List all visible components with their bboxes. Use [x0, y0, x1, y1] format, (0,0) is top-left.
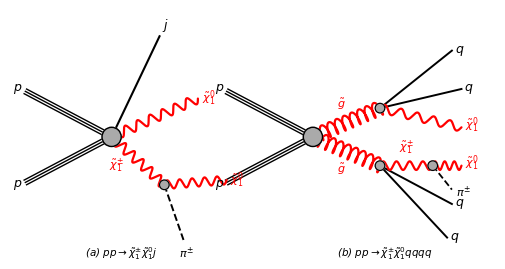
Text: $\tilde{\chi}_1^0$: $\tilde{\chi}_1^0$ — [201, 89, 215, 108]
Text: $p$: $p$ — [13, 82, 23, 96]
Text: $q$: $q$ — [449, 231, 459, 245]
Text: $p$: $p$ — [214, 82, 224, 96]
Circle shape — [375, 103, 384, 113]
Text: $\tilde{g}$: $\tilde{g}$ — [337, 162, 345, 177]
Text: $q$: $q$ — [464, 82, 473, 96]
Text: $\pi^{\pm}$: $\pi^{\pm}$ — [455, 184, 470, 200]
Text: $\pi^{\pm}$: $\pi^{\pm}$ — [178, 246, 193, 261]
Text: $\tilde{g}$: $\tilde{g}$ — [337, 97, 345, 112]
Text: (b) $pp \rightarrow \tilde{\chi}_1^{\pm}\tilde{\chi}_1^0 qqqq$: (b) $pp \rightarrow \tilde{\chi}_1^{\pm}… — [336, 246, 432, 263]
Text: $\tilde{\chi}_1^0$: $\tilde{\chi}_1^0$ — [465, 153, 478, 173]
Text: $q$: $q$ — [454, 197, 463, 211]
Text: $p$: $p$ — [214, 178, 224, 192]
Text: (a) $pp \rightarrow \tilde{\chi}_1^{\pm}\tilde{\chi}_1^0 j$: (a) $pp \rightarrow \tilde{\chi}_1^{\pm}… — [85, 246, 157, 263]
Text: $\tilde{\chi}_1^0$: $\tilde{\chi}_1^0$ — [230, 170, 243, 190]
Text: $\tilde{\chi}_1^{\pm}$: $\tilde{\chi}_1^{\pm}$ — [398, 139, 413, 157]
Text: $\tilde{\chi}_1^0$: $\tilde{\chi}_1^0$ — [465, 115, 478, 135]
Text: $p$: $p$ — [13, 178, 23, 192]
Circle shape — [375, 161, 384, 171]
Circle shape — [102, 127, 121, 147]
Text: $q$: $q$ — [454, 44, 463, 58]
Text: $j$: $j$ — [162, 17, 169, 34]
Text: $\tilde{\chi}_1^{\pm}$: $\tilde{\chi}_1^{\pm}$ — [109, 157, 123, 175]
Circle shape — [159, 180, 169, 190]
Circle shape — [302, 127, 322, 147]
Circle shape — [427, 161, 437, 171]
